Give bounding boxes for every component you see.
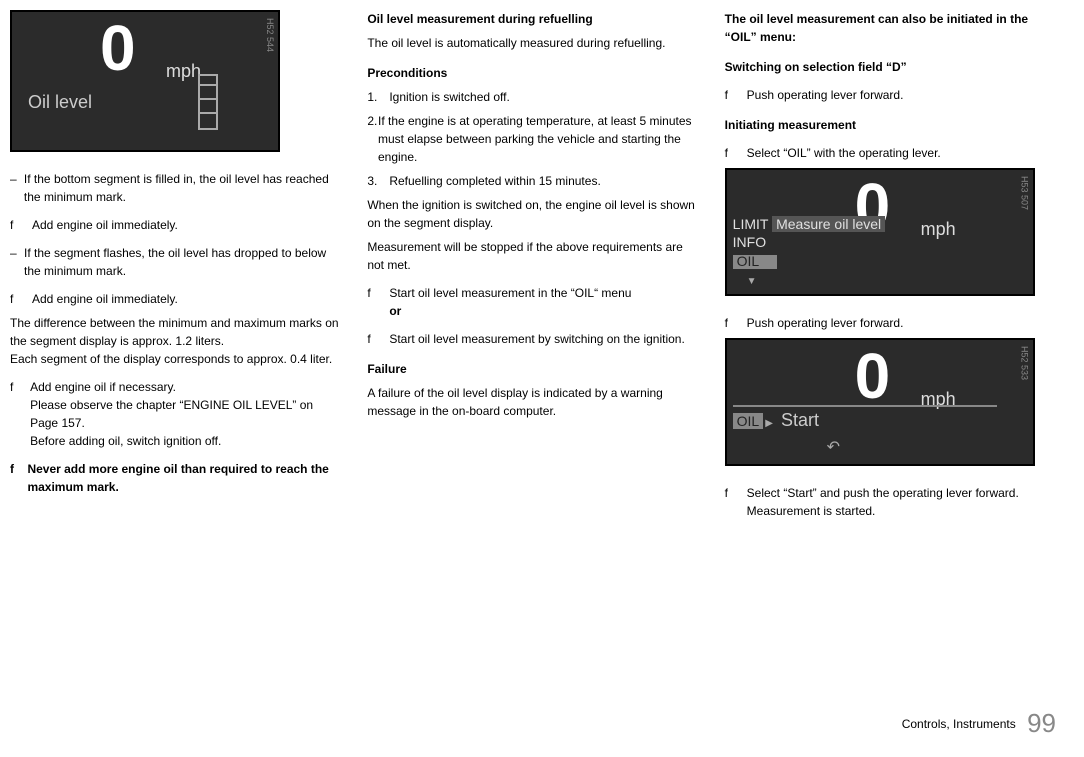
action-text: Push operating lever forward.	[747, 314, 904, 332]
subheading: Preconditions	[367, 64, 698, 82]
f-marker: f	[367, 284, 389, 320]
down-arrow-icon: ▼	[747, 276, 757, 287]
action-text: Start oil level measurement by switching…	[389, 330, 684, 348]
action-text: Never add more engine oil than required …	[27, 460, 341, 496]
bullet-item: – If the segment flashes, the oil level …	[10, 244, 341, 280]
f-marker: f	[725, 86, 747, 104]
subheading: Oil level measurement during refuelling	[367, 10, 698, 28]
column-1: H52 544 0 mph Oil level – If the bottom …	[10, 10, 341, 526]
f-marker: f	[725, 484, 747, 520]
action-text: Start oil level measurement in the “OIL“…	[389, 284, 631, 320]
speed-unit: mph	[166, 58, 201, 85]
f-marker: f	[725, 144, 747, 162]
subheading: Initiating measurement	[725, 116, 1056, 134]
display-start: H52 533 0 mph OIL▶Start ↶	[725, 338, 1035, 466]
num-text: Refuelling completed within 15 minutes.	[389, 172, 600, 190]
action-text: Select “Start” and push the operating le…	[747, 484, 1019, 520]
f-marker: f	[725, 314, 747, 332]
action-text: Push operating lever forward.	[747, 86, 904, 104]
action-item: f Add engine oil immediately.	[10, 290, 341, 308]
bullet-item: – If the bottom segment is filled in, th…	[10, 170, 341, 206]
back-icon: ↶	[827, 436, 840, 460]
column-3: The oil level measurement can also be in…	[725, 10, 1056, 526]
page-footer: Controls, Instruments 99	[902, 704, 1056, 743]
start-row: OIL▶ Start	[733, 405, 997, 434]
page-number: 99	[1027, 708, 1056, 738]
bullet-text: If the segment flashes, the oil level ha…	[24, 244, 341, 280]
display-oil-level: H52 544 0 mph Oil level	[10, 10, 280, 152]
action-text: Add engine oil immediately.	[32, 290, 178, 308]
dash-marker: –	[10, 170, 24, 206]
num-marker: 3.	[367, 172, 389, 190]
num-marker: 1.	[367, 88, 389, 106]
section-label: Controls, Instruments	[902, 717, 1016, 731]
action-item: f Push operating lever forward.	[725, 314, 1056, 332]
image-code: H52 544	[263, 18, 277, 52]
image-code: H52 533	[1017, 346, 1031, 380]
action-item: f Add engine oil if necessary. Please ob…	[10, 378, 341, 450]
action-text: Select “OIL” with the operating lever.	[747, 144, 941, 162]
numbered-item: 2. If the engine is at operating tempera…	[367, 112, 698, 166]
action-item: f Select “Start” and push the operating …	[725, 484, 1056, 520]
display-measure-oil: H53 507 0 mph LIMIT Measure oil level IN…	[725, 168, 1035, 296]
numbered-item: 1. Ignition is switched off.	[367, 88, 698, 106]
dash-marker: –	[10, 244, 24, 280]
column-2: Oil level measurement during refuelling …	[367, 10, 698, 526]
action-text: Add engine oil immediately.	[32, 216, 178, 234]
bullet-text: If the bottom segment is filled in, the …	[24, 170, 341, 206]
speed-unit: mph	[921, 216, 956, 243]
menu-highlight: Measure oil level	[772, 216, 885, 232]
subheading: Switching on selection field “D”	[725, 58, 1056, 76]
action-item: f Start oil level measurement in the “OI…	[367, 284, 698, 320]
action-item-bold: f Never add more engine oil than require…	[10, 460, 341, 496]
f-marker: f	[10, 378, 30, 450]
subheading: Failure	[367, 360, 698, 378]
f-marker: f	[10, 460, 27, 496]
start-label: Start	[781, 410, 819, 430]
action-item: f Push operating lever forward.	[725, 86, 1056, 104]
num-marker: 2.	[367, 112, 378, 166]
paragraph: A failure of the oil level display is in…	[367, 384, 698, 420]
action-item: f Select “OIL” with the operating lever.	[725, 144, 1056, 162]
f-marker: f	[10, 216, 32, 234]
action-text: Add engine oil if necessary. Please obse…	[30, 378, 341, 450]
num-text: If the engine is at operating temperatur…	[378, 112, 699, 166]
speed-value: 0	[100, 16, 136, 80]
action-item: f Add engine oil immediately.	[10, 216, 341, 234]
oil-gauge-icon	[198, 74, 218, 130]
paragraph: The difference between the minimum and m…	[10, 314, 341, 368]
paragraph: Measurement will be stopped if the above…	[367, 238, 698, 274]
action-item: f Start oil level measurement by switchi…	[367, 330, 698, 348]
paragraph: The oil level is automatically measured …	[367, 34, 698, 52]
oil-level-label: Oil level	[28, 89, 92, 116]
paragraph: When the ignition is switched on, the en…	[367, 196, 698, 232]
image-code: H53 507	[1017, 176, 1031, 210]
num-text: Ignition is switched off.	[389, 88, 510, 106]
f-marker: f	[10, 290, 32, 308]
f-marker: f	[367, 330, 389, 348]
speed-value: 0	[855, 344, 891, 408]
subheading: The oil level measurement can also be in…	[725, 10, 1056, 46]
right-arrow-icon: ▶	[765, 418, 773, 429]
menu-list: LIMIT Measure oil level INFO OIL ▼	[733, 215, 885, 288]
numbered-item: 3. Refuelling completed within 15 minute…	[367, 172, 698, 190]
oil-tag: OIL	[733, 413, 764, 429]
